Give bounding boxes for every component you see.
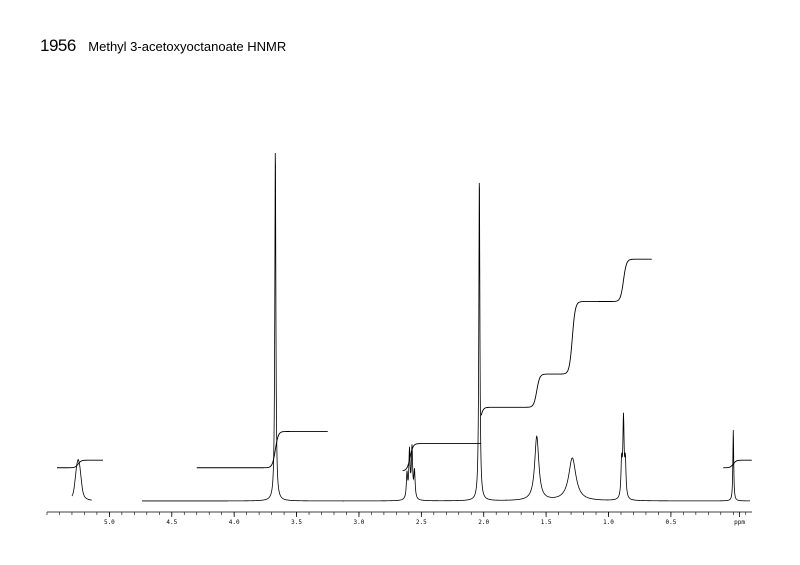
tick-label-0: 5.0 bbox=[104, 519, 115, 526]
tick-label-1: 4.5 bbox=[166, 519, 177, 526]
tick-label-9: 0.5 bbox=[665, 519, 676, 526]
tick-label-5: 2.5 bbox=[416, 519, 427, 526]
integral-1 bbox=[196, 431, 328, 469]
tick-label-7: 1.5 bbox=[541, 519, 552, 526]
integral-curves bbox=[56, 258, 752, 472]
ppm-axis: 5.0 4.5 4.0 3.5 3.0 2.5 2.0 1.5 1.0 0.5 ppm bbox=[46, 511, 752, 526]
tick-label-3: 3.5 bbox=[291, 519, 302, 526]
spectrum-trace-group bbox=[71, 153, 750, 502]
integral-4 bbox=[723, 459, 752, 469]
integral-2 bbox=[402, 443, 482, 472]
spectrum-trace-left bbox=[71, 458, 92, 501]
tick-label-10: ppm bbox=[734, 519, 745, 526]
spectrum-trace bbox=[142, 153, 750, 502]
spectrum-title: Methyl 3-acetoxyoctanoate HNMR bbox=[88, 39, 287, 54]
tick-label-6: 2.0 bbox=[478, 519, 489, 526]
tick-label-2: 4.0 bbox=[229, 519, 240, 526]
tick-label-4: 3.0 bbox=[354, 519, 365, 526]
integral-0 bbox=[56, 459, 103, 469]
integral-3 bbox=[480, 258, 652, 416]
tick-label-8: 1.0 bbox=[603, 519, 614, 526]
spectrum-number: 1956 bbox=[40, 36, 76, 55]
spectrum-header: 1956 Methyl 3-acetoxyoctanoate HNMR bbox=[40, 36, 286, 56]
